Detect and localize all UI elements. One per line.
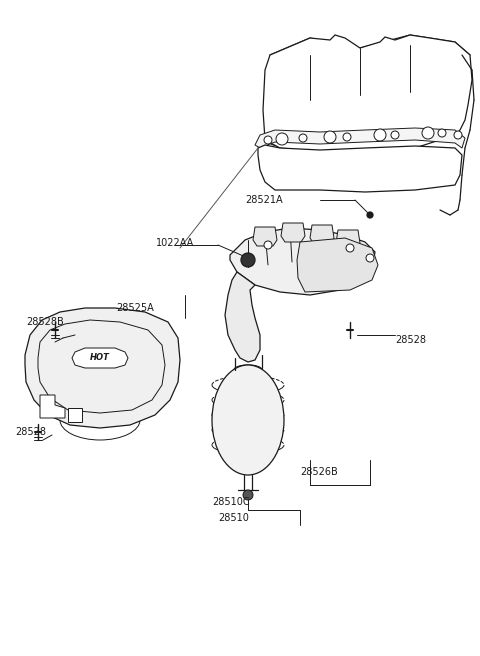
- Text: 28510: 28510: [218, 513, 249, 523]
- Ellipse shape: [366, 128, 394, 142]
- Ellipse shape: [250, 442, 260, 448]
- Circle shape: [324, 131, 336, 143]
- Polygon shape: [263, 35, 472, 155]
- Text: 28526B: 28526B: [300, 467, 338, 477]
- Circle shape: [346, 244, 354, 252]
- Text: 28521A: 28521A: [245, 195, 283, 205]
- Ellipse shape: [235, 427, 245, 433]
- Polygon shape: [25, 308, 180, 428]
- Ellipse shape: [230, 402, 240, 408]
- Ellipse shape: [212, 365, 284, 475]
- Polygon shape: [310, 225, 334, 244]
- Circle shape: [454, 131, 462, 139]
- Circle shape: [366, 254, 374, 262]
- Ellipse shape: [255, 412, 265, 418]
- Polygon shape: [253, 227, 277, 246]
- Ellipse shape: [253, 387, 263, 393]
- Circle shape: [243, 490, 253, 500]
- Polygon shape: [68, 408, 82, 422]
- Circle shape: [264, 136, 272, 144]
- Circle shape: [264, 241, 272, 249]
- Circle shape: [241, 253, 255, 267]
- Ellipse shape: [233, 377, 243, 383]
- Polygon shape: [255, 128, 465, 148]
- Ellipse shape: [268, 132, 296, 146]
- Text: 28525A: 28525A: [116, 303, 154, 313]
- Text: 1022AA: 1022AA: [156, 238, 194, 248]
- Circle shape: [343, 133, 351, 141]
- Circle shape: [391, 131, 399, 139]
- Circle shape: [299, 134, 307, 142]
- Polygon shape: [230, 228, 375, 295]
- Text: 28528B: 28528B: [26, 317, 64, 327]
- Circle shape: [374, 129, 386, 141]
- Text: HOT: HOT: [90, 354, 110, 363]
- Polygon shape: [72, 348, 128, 368]
- Ellipse shape: [237, 457, 247, 463]
- Polygon shape: [270, 35, 470, 70]
- Circle shape: [422, 127, 434, 139]
- Circle shape: [367, 212, 373, 218]
- Polygon shape: [225, 272, 260, 362]
- Polygon shape: [336, 230, 360, 249]
- Text: 28528: 28528: [15, 427, 46, 437]
- Text: 28528: 28528: [395, 335, 426, 345]
- Polygon shape: [258, 145, 462, 192]
- Polygon shape: [40, 395, 65, 418]
- Text: 28510C: 28510C: [212, 497, 250, 507]
- Circle shape: [438, 129, 446, 137]
- Circle shape: [276, 133, 288, 145]
- Polygon shape: [297, 238, 378, 292]
- Ellipse shape: [316, 130, 344, 144]
- Ellipse shape: [414, 126, 442, 140]
- Polygon shape: [281, 223, 305, 242]
